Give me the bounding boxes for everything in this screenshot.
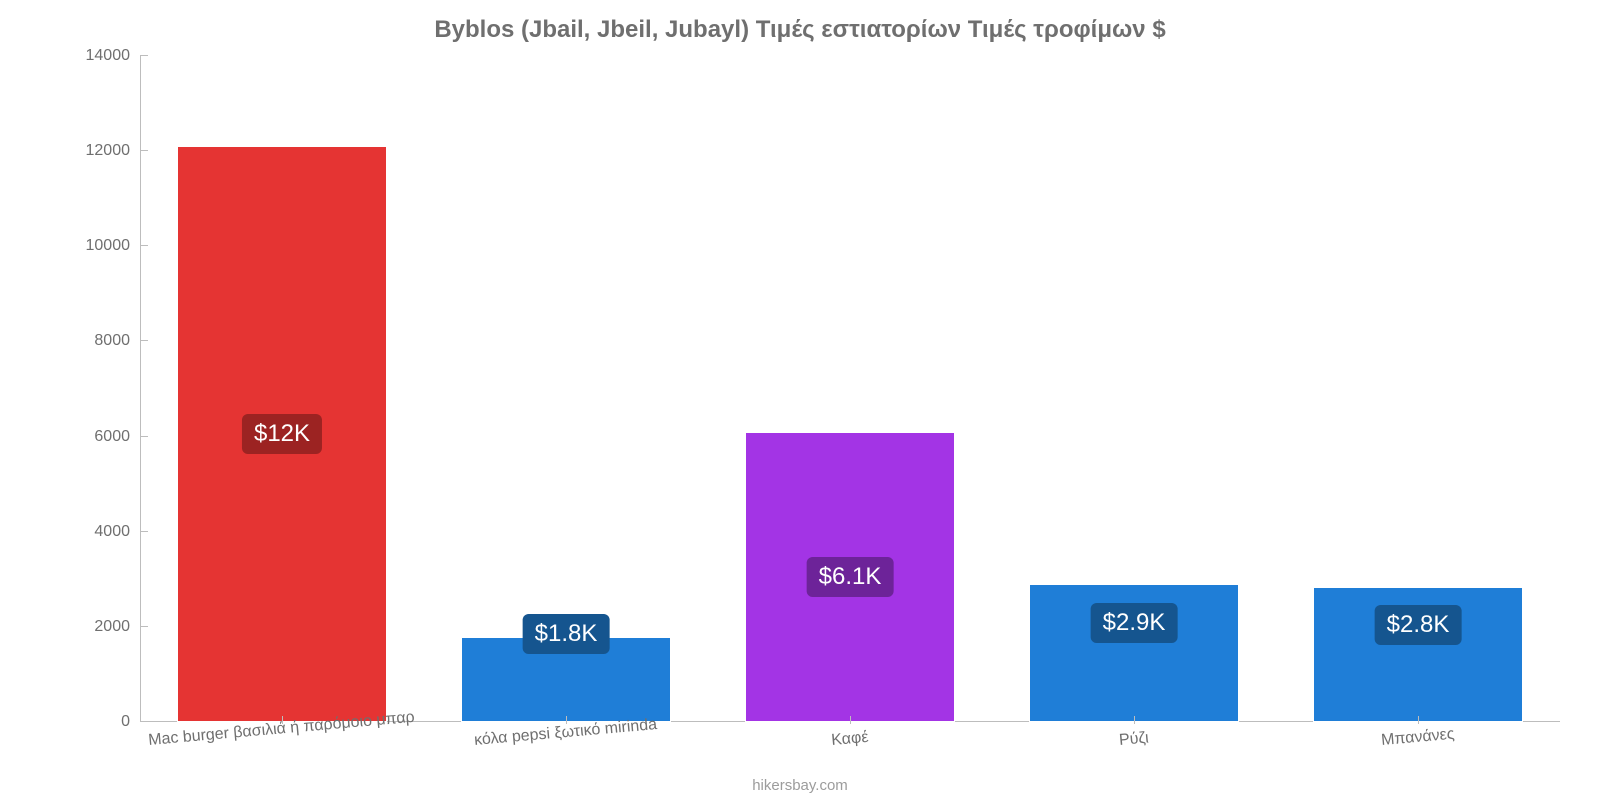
x-axis-label: Καφέ <box>831 729 870 750</box>
y-tick-label: 0 <box>10 713 130 731</box>
bar: $1.8K <box>461 637 671 722</box>
x-tick-mark <box>850 716 851 724</box>
x-axis-label: Μπανάνες <box>1380 726 1455 750</box>
plot-area: $12K $1.8K $6.1K $2.9K $2.8K <box>140 56 1560 722</box>
bar-slot: $12K <box>140 56 424 722</box>
y-tick-label: 10000 <box>10 237 130 255</box>
y-tick-label: 4000 <box>10 523 130 541</box>
y-tick-label: 12000 <box>10 142 130 160</box>
x-label-slot: Mac burger βασιλιά ή παρόμοιο μπαρ <box>140 724 424 772</box>
bar-value-label: $1.8K <box>523 614 610 654</box>
x-label-slot: Μπανάνες <box>1276 724 1560 772</box>
x-label-slot: κόλα pepsi ξωτικό mirinda <box>424 724 708 772</box>
bar-value-label: $6.1K <box>807 557 894 597</box>
bar-chart: Byblos (Jbail, Jbeil, Jubayl) Τιμές εστι… <box>0 0 1600 800</box>
y-tick-label: 14000 <box>10 47 130 65</box>
x-axis-labels: Mac burger βασιλιά ή παρόμοιο μπαρκόλα p… <box>140 724 1560 772</box>
x-axis-label: Ρύζι <box>1118 729 1149 750</box>
bar: $2.8K <box>1313 587 1523 722</box>
bar-group: $12K $1.8K $6.1K $2.9K $2.8K <box>140 56 1560 722</box>
x-label-slot: Ρύζι <box>992 724 1276 772</box>
bar-value-label: $2.8K <box>1375 605 1462 645</box>
chart-title: Byblos (Jbail, Jbeil, Jubayl) Τιμές εστι… <box>0 16 1600 44</box>
bar-slot: $2.8K <box>1276 56 1560 722</box>
chart-footer: hikersbay.com <box>0 777 1600 794</box>
bar-value-label: $2.9K <box>1091 603 1178 643</box>
x-tick-mark <box>1134 716 1135 724</box>
bar: $6.1K <box>745 432 955 722</box>
y-tick-label: 2000 <box>10 618 130 636</box>
y-tick-label: 8000 <box>10 332 130 350</box>
y-axis: 02000400060008000100001200014000 <box>0 56 140 722</box>
bar-slot: $6.1K <box>708 56 992 722</box>
bar-slot: $2.9K <box>992 56 1276 722</box>
bar: $2.9K <box>1029 584 1239 722</box>
x-tick-mark <box>1418 716 1419 724</box>
bar-value-label: $12K <box>242 414 322 454</box>
bar-slot: $1.8K <box>424 56 708 722</box>
x-label-slot: Καφέ <box>708 724 992 772</box>
y-tick-label: 6000 <box>10 428 130 446</box>
bar: $12K <box>177 146 387 722</box>
